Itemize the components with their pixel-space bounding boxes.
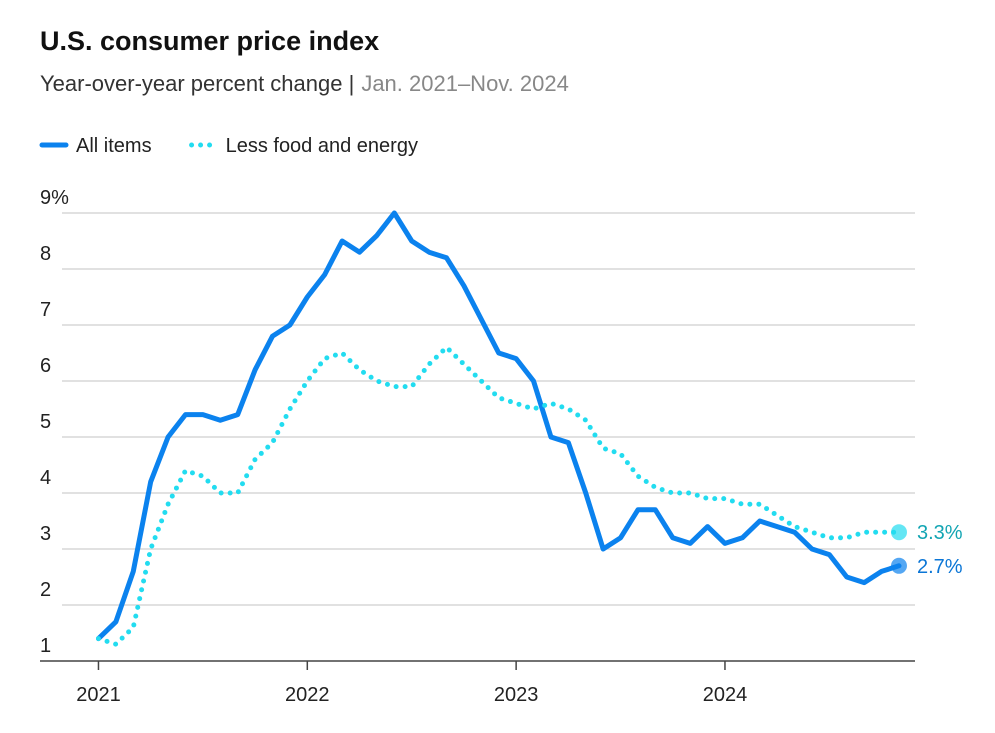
y-tick-label: 4 xyxy=(40,467,51,489)
series-line xyxy=(95,210,902,642)
x-tick-label: 2022 xyxy=(285,684,330,706)
end-point xyxy=(890,557,907,574)
x-tick-label: 2024 xyxy=(703,684,748,706)
chart-subtitle: Year-over-year percent change | Jan. 2021… xyxy=(40,71,569,96)
series-line xyxy=(95,344,902,647)
chart-title: U.S. consumer price index xyxy=(40,26,379,56)
y-tick-label: 2 xyxy=(40,579,51,601)
y-tick-label: 7 xyxy=(40,299,51,321)
x-tick-label: 2021 xyxy=(76,684,121,706)
plot-area: 1 2 3 4 5 6 7 8 9% 2021 2022 2023 2024 2.7% 3.3% xyxy=(40,187,963,706)
date-range: Jan. 2021–Nov. 2024 xyxy=(361,71,569,96)
y-tick-label: 8 xyxy=(40,243,51,265)
legend-label: Less food and energy xyxy=(226,135,418,157)
value-label: 2.7% xyxy=(917,556,963,578)
subtitle: Year-over-year percent change | xyxy=(40,71,354,96)
y-tick-label: 9% xyxy=(40,187,69,209)
legend-label: All items xyxy=(76,135,152,157)
y-tick-label: 3 xyxy=(40,523,51,545)
value-label: 3.3% xyxy=(917,522,963,544)
y-tick-label: 5 xyxy=(40,411,51,433)
y-tick-label: 6 xyxy=(40,355,51,377)
end-point xyxy=(890,524,907,541)
legend: All items Less food and energy xyxy=(39,135,418,157)
x-tick-label: 2023 xyxy=(494,684,539,706)
y-tick-label: 1 xyxy=(40,635,51,657)
